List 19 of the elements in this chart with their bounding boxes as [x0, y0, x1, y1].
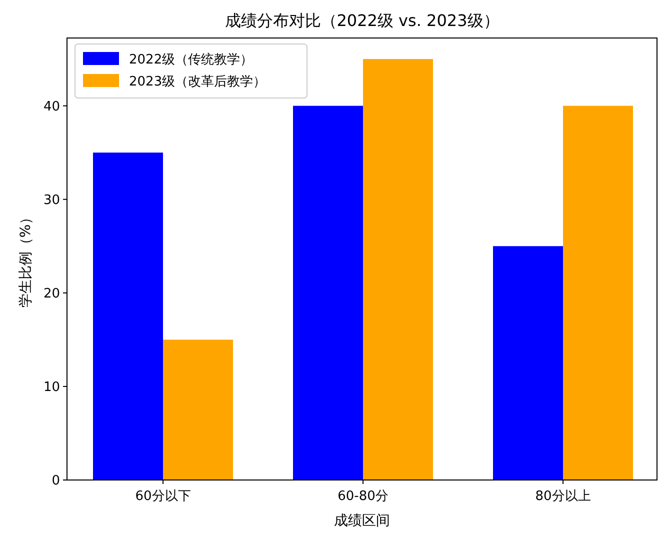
bar	[363, 59, 433, 480]
x-tick-label: 80分以上	[535, 489, 591, 504]
y-tick-label: 40	[43, 99, 60, 114]
y-tick-label: 20	[43, 286, 60, 302]
y-axis-title: 学生比例（%）	[18, 210, 34, 308]
bar	[163, 340, 233, 480]
x-tick-label: 60-80分	[338, 489, 388, 504]
bar	[493, 246, 563, 480]
y-tick-label: 0	[52, 474, 60, 489]
legend-label: 2022级（传统教学）	[129, 52, 254, 68]
bar	[563, 106, 633, 480]
x-axis-title: 成绩区间	[334, 513, 390, 529]
bar	[93, 152, 163, 480]
bar	[293, 106, 363, 480]
x-tick-label: 60分以下	[135, 489, 191, 504]
y-tick-label: 30	[43, 192, 60, 208]
y-tick-label: 10	[43, 380, 60, 396]
legend-label: 2023级（改革后教学）	[129, 74, 266, 90]
chart-title: 成绩分布对比（2022级 vs. 2023级）	[224, 11, 500, 30]
